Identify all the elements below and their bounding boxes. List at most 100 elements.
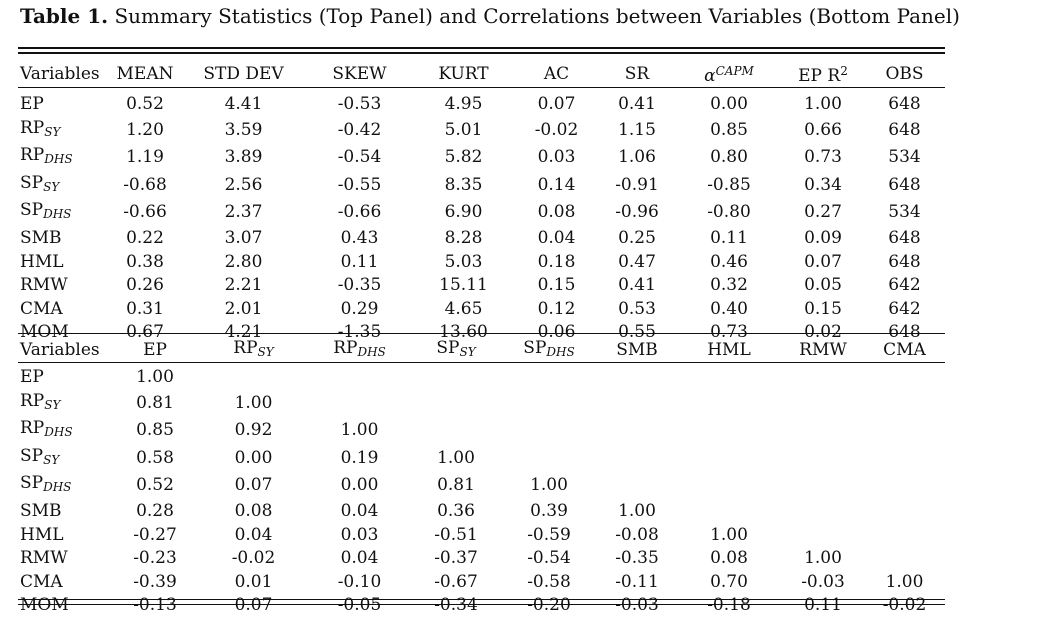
row-variable-subscript: SY bbox=[44, 397, 61, 412]
row-variable-subscript: SY bbox=[43, 179, 60, 194]
table-cell: 0.81 bbox=[136, 392, 174, 413]
table-cell: 0.52 bbox=[136, 475, 174, 496]
table-cell bbox=[307, 366, 412, 390]
table-cell: 0.66 bbox=[804, 119, 842, 140]
row-variable-name: SMB bbox=[20, 227, 62, 248]
table-cell: 0.52 bbox=[126, 94, 164, 114]
column-header: SPSY bbox=[412, 334, 500, 366]
row-variable: SPDHS bbox=[18, 199, 110, 227]
table-cell: 0.53 bbox=[618, 298, 656, 319]
row-variable: RMW bbox=[18, 274, 110, 298]
table-cell: 0.85 bbox=[136, 420, 174, 441]
column-header-label: RP bbox=[233, 338, 258, 358]
table-cell bbox=[782, 390, 864, 418]
column-header: EP bbox=[110, 334, 200, 366]
column-header-label: α bbox=[704, 66, 716, 86]
header-row: Variables MEAN STD DEV SKEW KURT AC SR αCAPM EP … bbox=[18, 54, 945, 93]
table-cell bbox=[782, 500, 864, 524]
table-cell: 0.00 bbox=[710, 94, 748, 114]
table-cell bbox=[200, 366, 307, 390]
table-cell: 5.03 bbox=[444, 251, 483, 272]
row-variable: RPSY bbox=[18, 390, 110, 418]
table-cell: 0.14 bbox=[537, 174, 576, 195]
row-variable-name: RMW bbox=[20, 548, 68, 569]
table-cell: 648 bbox=[888, 322, 921, 343]
table-cell: 0.15 bbox=[804, 298, 842, 319]
row-variable-name: EP bbox=[20, 367, 44, 387]
row-variable-name: HML bbox=[20, 524, 64, 545]
column-header-label: SMB bbox=[616, 340, 658, 360]
table-cell: 0.26 bbox=[126, 275, 164, 296]
column-header-label: RMW bbox=[799, 340, 847, 360]
table-cell bbox=[782, 417, 864, 445]
table-cell: 0.85 bbox=[710, 119, 748, 140]
table-cell: 2.37 bbox=[224, 202, 263, 223]
table-row: EP 0.52 4.41 -0.53 4.95 0.07 0.41 0.00 1.00 648 bbox=[18, 93, 945, 117]
table-cell: 2.21 bbox=[224, 275, 263, 296]
table-cell: 0.34 bbox=[804, 174, 842, 195]
table-cell: -0.67 bbox=[434, 571, 478, 592]
table-cell: 1.00 bbox=[340, 420, 379, 441]
table-cell: 0.46 bbox=[710, 251, 748, 272]
table-cell: 0.07 bbox=[537, 94, 576, 114]
column-header: SKEW bbox=[307, 54, 412, 93]
column-header-subscript: SY bbox=[257, 345, 274, 359]
table-cell: -0.59 bbox=[527, 524, 571, 545]
row-variable: CMA bbox=[18, 571, 110, 595]
row-variable-subscript: SY bbox=[44, 124, 61, 139]
table-cell: 0.81 bbox=[437, 475, 475, 496]
table-cell bbox=[412, 390, 500, 418]
column-header: RPDHS bbox=[307, 334, 412, 366]
table-cell: 0.58 bbox=[136, 447, 174, 468]
table-cell: 1.00 bbox=[804, 94, 842, 114]
column-header: MEAN bbox=[110, 54, 180, 93]
table-cell bbox=[598, 445, 676, 473]
table-cell bbox=[500, 445, 598, 473]
column-header: SMB bbox=[598, 334, 676, 366]
table-cell: 0.73 bbox=[710, 322, 748, 343]
top-rule-double bbox=[18, 52, 945, 54]
summary-statistics-table: Variables MEAN STD DEV SKEW KURT AC SR αCAPM EP … bbox=[18, 54, 945, 345]
table-row: EP 1.00 bbox=[18, 366, 945, 390]
column-header: STD DEV bbox=[180, 54, 307, 93]
column-header-label: AC bbox=[543, 63, 570, 84]
table-cell bbox=[782, 524, 864, 548]
table-cell: 0.06 bbox=[537, 322, 576, 343]
column-header-label: KURT bbox=[438, 63, 489, 84]
table-cell: -0.05 bbox=[337, 595, 382, 616]
table-cell: 0.03 bbox=[340, 524, 379, 545]
column-header-label: SR bbox=[624, 63, 650, 84]
column-header: RPSY bbox=[200, 334, 307, 366]
table-cell: 0.39 bbox=[530, 500, 568, 521]
column-header: CMA bbox=[864, 334, 945, 366]
table-cell bbox=[782, 366, 864, 390]
row-variable-name: SMB bbox=[20, 500, 62, 521]
table-cell bbox=[864, 445, 945, 473]
table-cell: 1.00 bbox=[437, 447, 475, 468]
row-variable-name: CMA bbox=[20, 571, 63, 592]
table-cell: 2.80 bbox=[224, 251, 263, 272]
table-cell bbox=[782, 445, 864, 473]
caption-text: Summary Statistics (Top Panel) and Corre… bbox=[114, 4, 960, 28]
table-row: SMB 0.28 0.08 0.04 0.36 0.39 1.00 bbox=[18, 500, 945, 524]
column-header-subscript: SY bbox=[459, 345, 476, 359]
table-cell bbox=[412, 417, 500, 445]
row-variable-name: RMW bbox=[20, 275, 68, 296]
table-cell: 4.65 bbox=[444, 298, 483, 319]
table-cell: 642 bbox=[888, 298, 921, 319]
table-cell bbox=[864, 472, 945, 500]
row-variable: SPSY bbox=[18, 172, 110, 200]
row-variable-name: RP bbox=[20, 145, 45, 166]
table-cell: 0.11 bbox=[804, 595, 842, 616]
table-cell: -0.11 bbox=[615, 571, 659, 592]
table-cell: 2.56 bbox=[224, 174, 263, 195]
table-cell bbox=[864, 524, 945, 548]
top-rule bbox=[18, 47, 945, 49]
table-cell: 648 bbox=[888, 94, 921, 114]
row-variable-name: SP bbox=[20, 473, 44, 494]
header-rule-top-panel bbox=[18, 87, 945, 88]
table-cell bbox=[307, 390, 412, 418]
table-cell: 0.11 bbox=[710, 227, 748, 248]
table-cell: 3.59 bbox=[224, 119, 263, 140]
table-cell: 0.07 bbox=[234, 595, 273, 616]
